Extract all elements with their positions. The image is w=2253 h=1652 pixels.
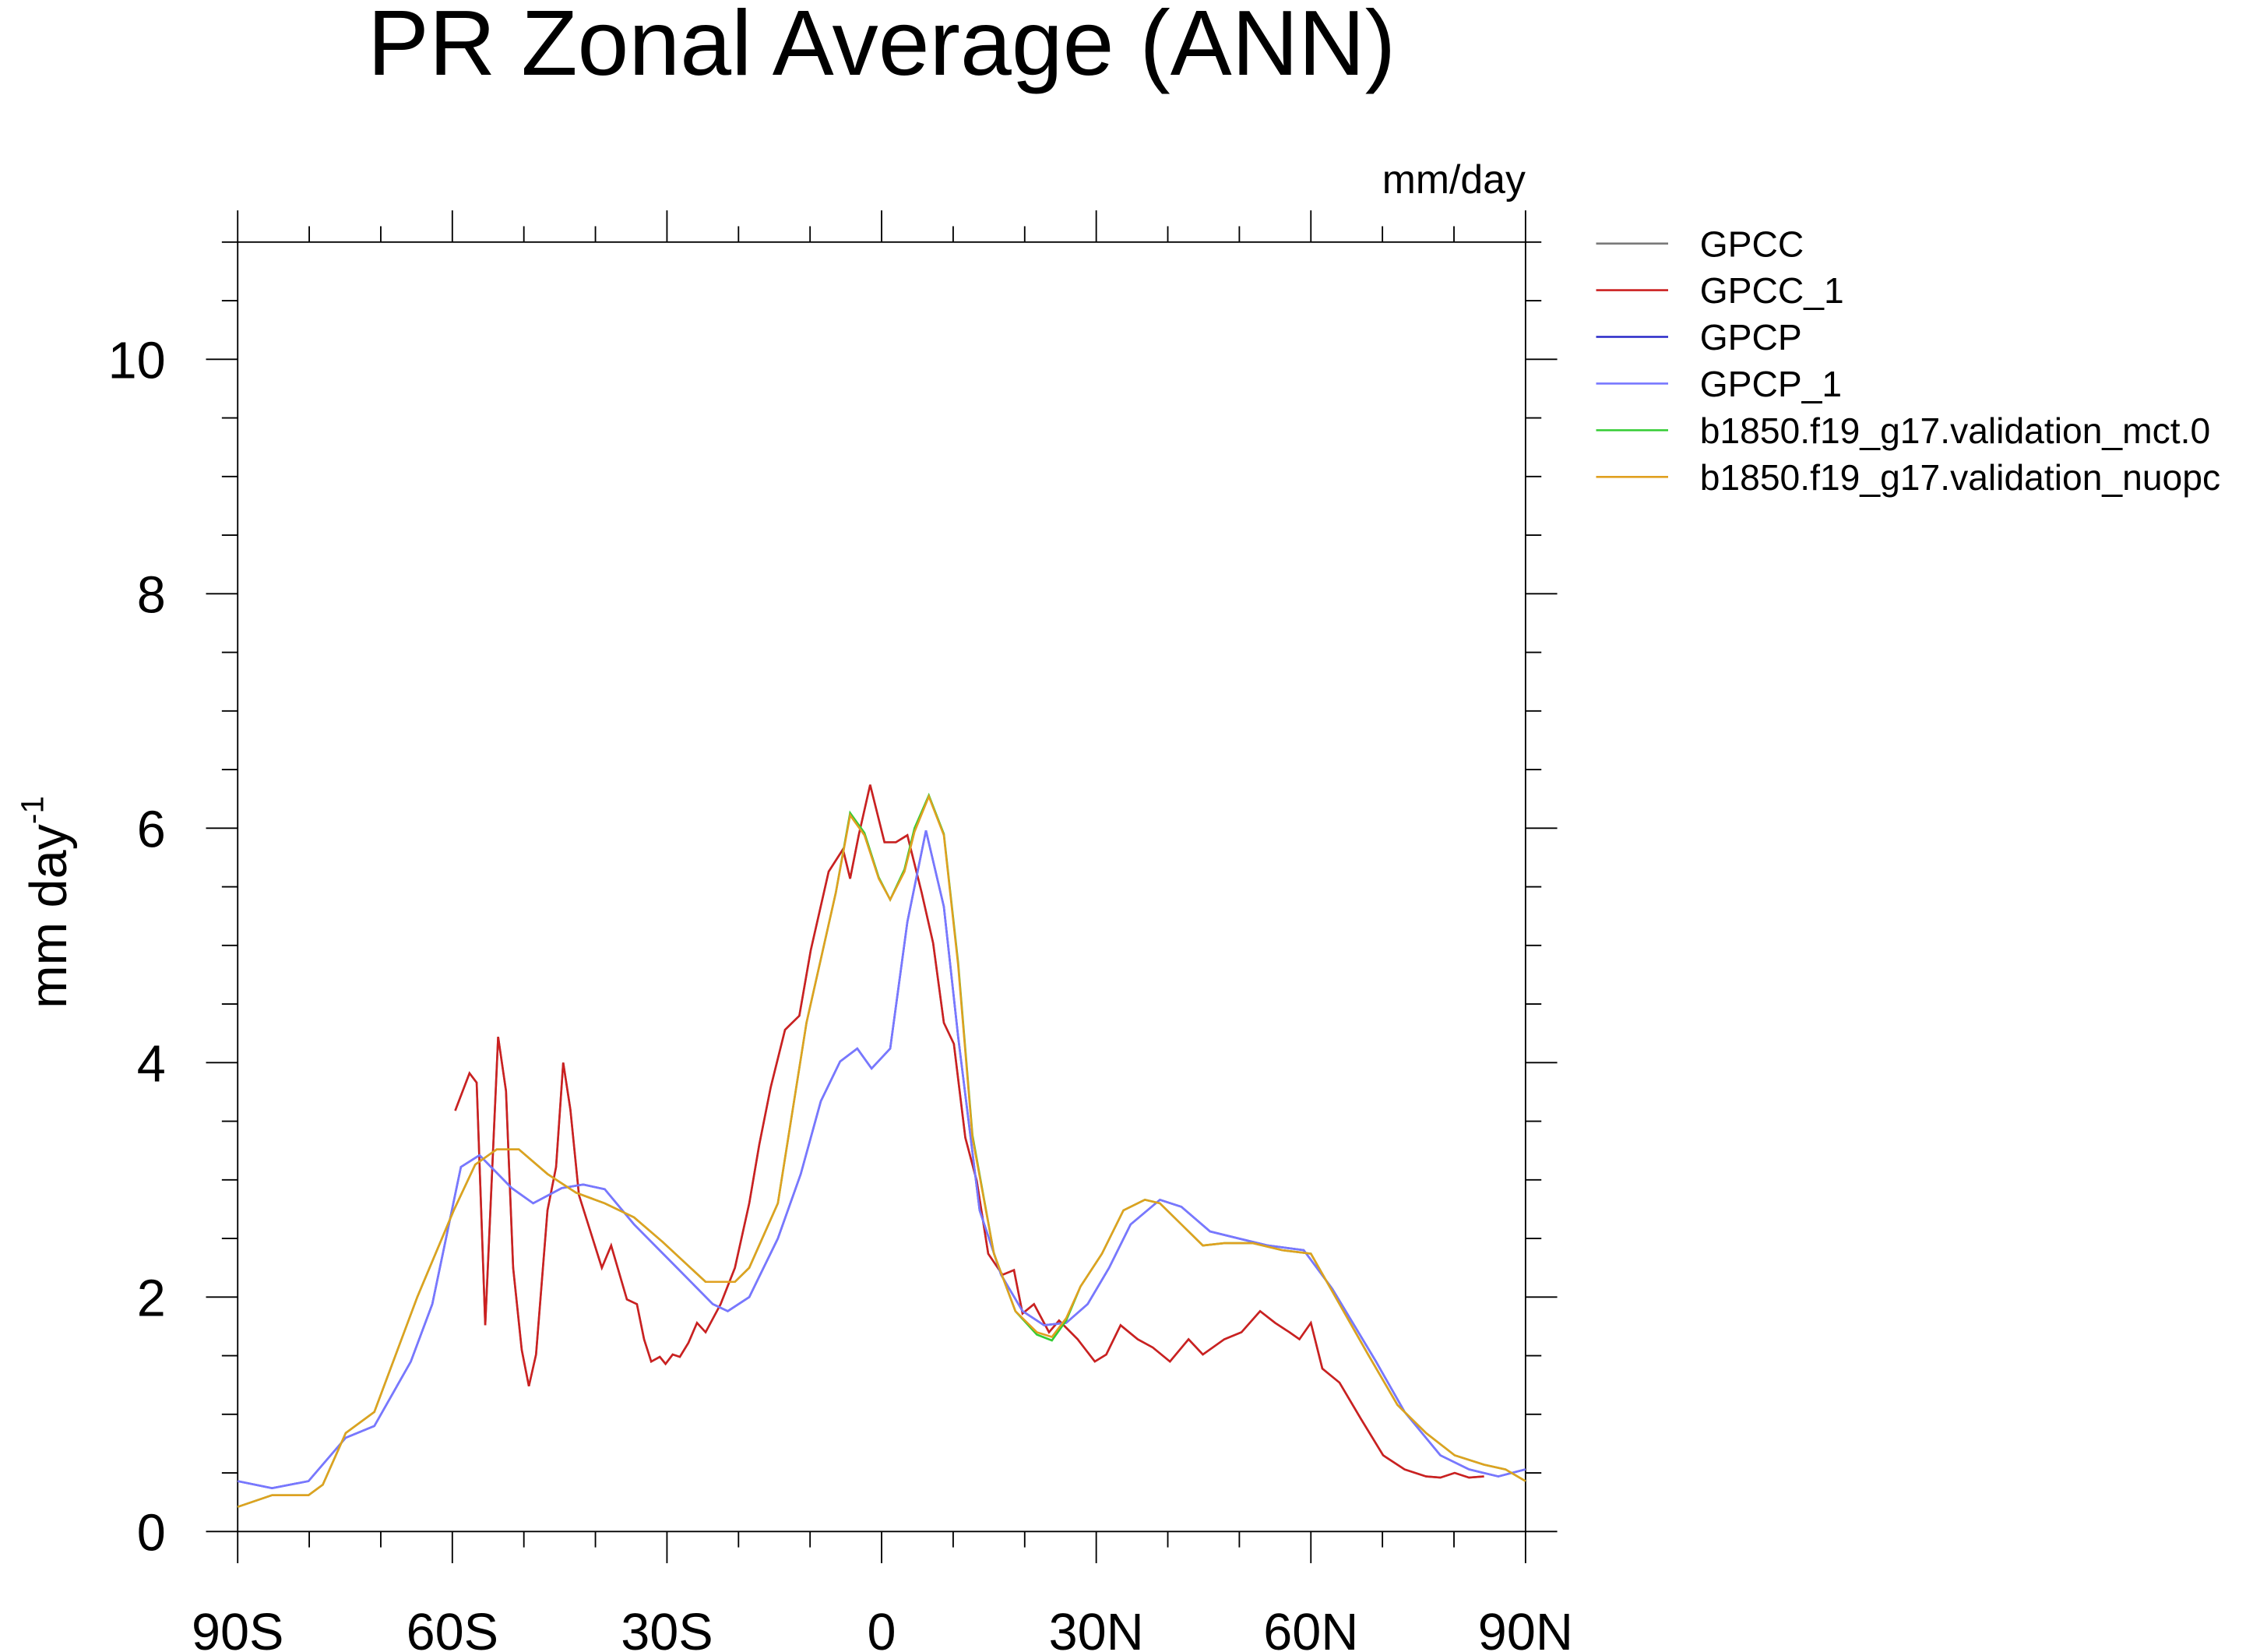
x-tick-label: 30S [621,1604,713,1652]
data-line [454,784,1484,1479]
data-line [237,794,1526,1508]
y-tick-label: 2 [137,1270,166,1327]
y-tick-label: 10 [108,332,166,389]
legend-label: GPCC_1 [1700,270,1844,311]
legend-label: b1850.f19_g17.validation_nuopc [1700,457,2220,498]
y-axis-label-main: mm day [20,823,78,1008]
y-axis-title: mm day-1 [14,796,78,1009]
plot-frame [237,241,1526,1533]
data-line [237,830,1526,1489]
x-tick-label: 90N [1478,1604,1573,1652]
x-tick-label: 60S [407,1604,498,1652]
y-tick-label: 8 [137,566,166,624]
legend-label: GPCP_1 [1700,364,1842,404]
legend-label: GPCP [1700,317,1802,358]
y-axis-label-sup: -1 [14,796,50,824]
y-axis-label: mm day-1 [14,796,78,1009]
data-line [237,792,1526,1508]
x-tick-label: 30N [1049,1604,1144,1652]
legend-label: GPCC [1700,224,1804,264]
chart-title: PR Zonal Average (ANN) [368,0,1396,95]
x-tick-label: 90S [192,1604,283,1652]
data-line [237,830,1526,1489]
y-tick-label: 4 [137,1035,166,1093]
x-tick-label: 0 [868,1604,896,1652]
units-label: mm/day [1382,157,1526,202]
legend-label: b1850.f19_g17.validation_mct.0 [1700,410,2210,451]
y-tick-label: 0 [137,1504,166,1562]
y-tick-label: 6 [137,801,166,858]
x-tick-label: 60N [1263,1604,1358,1652]
